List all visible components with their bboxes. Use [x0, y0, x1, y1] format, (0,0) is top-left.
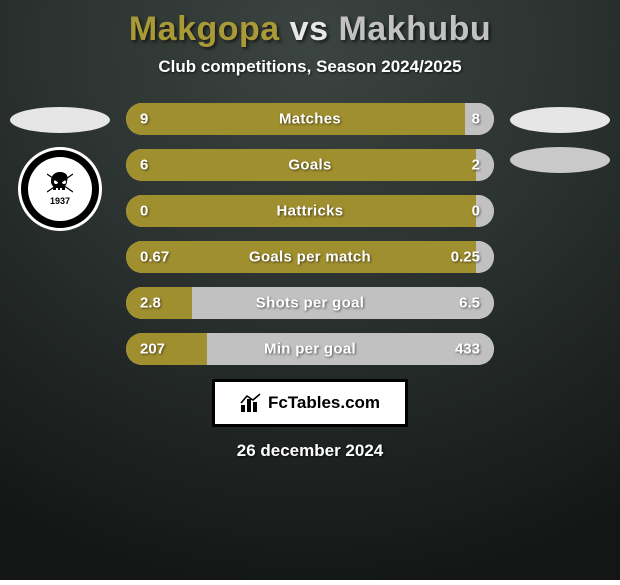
stat-bar: 0.67 0.25 Goals per match — [126, 241, 494, 273]
stat-left-value: 207 — [140, 341, 165, 358]
brand-text: FcTables.com — [268, 393, 380, 413]
player2-ellipse-1 — [510, 107, 610, 133]
chart-bars-icon — [240, 393, 262, 413]
vs-text: vs — [290, 10, 329, 48]
stat-left-value: 2.8 — [140, 295, 161, 312]
stat-right-value: 0.25 — [451, 249, 480, 266]
page-title: Makgopa vs Makhubu — [129, 10, 491, 49]
stat-bar: 6 2 Goals — [126, 149, 494, 181]
stat-right-value: 8 — [472, 111, 480, 128]
stats-column: 9 8 Matches 6 2 Goals 0 0 Hattricks 0.67 0.25 Goals… — [120, 103, 500, 365]
stat-bar: 2.8 6.5 Shots per goal — [126, 287, 494, 319]
stat-left-value: 0 — [140, 203, 148, 220]
player2-ellipse-2 — [510, 147, 610, 173]
skull-icon — [47, 172, 73, 194]
stat-label: Matches — [279, 111, 341, 128]
stat-bar: 0 0 Hattricks — [126, 195, 494, 227]
club-badge-inner: 1937 — [28, 157, 92, 221]
left-column: 1937 — [0, 103, 120, 231]
club-year: 1937 — [50, 196, 70, 206]
player1-name: Makgopa — [129, 10, 280, 48]
main-row: 1937 9 8 Matches 6 2 Goals 0 0 Hattricks 0.67 0.25… — [0, 103, 620, 365]
stat-label: Min per goal — [264, 341, 356, 358]
club-badge: 1937 — [18, 147, 102, 231]
stat-left-value: 0.67 — [140, 249, 169, 266]
stat-label: Goals — [288, 157, 331, 174]
stat-bar: 9 8 Matches — [126, 103, 494, 135]
stat-right-value: 6.5 — [459, 295, 480, 312]
stat-label: Hattricks — [277, 203, 344, 220]
subtitle: Club competitions, Season 2024/2025 — [158, 57, 461, 77]
player2-name: Makhubu — [338, 10, 491, 48]
player1-ellipse — [10, 107, 110, 133]
stat-bar: 207 433 Min per goal — [126, 333, 494, 365]
stat-label: Shots per goal — [256, 295, 364, 312]
stat-right-value: 433 — [455, 341, 480, 358]
date-text: 26 december 2024 — [237, 441, 384, 461]
right-column — [500, 103, 620, 173]
stat-left-value: 6 — [140, 157, 148, 174]
stat-fill-left — [126, 333, 207, 365]
stat-left-value: 9 — [140, 111, 148, 128]
stat-right-value: 0 — [472, 203, 480, 220]
stat-label: Goals per match — [249, 249, 371, 266]
brand-box[interactable]: FcTables.com — [212, 379, 408, 427]
stat-right-value: 2 — [472, 157, 480, 174]
